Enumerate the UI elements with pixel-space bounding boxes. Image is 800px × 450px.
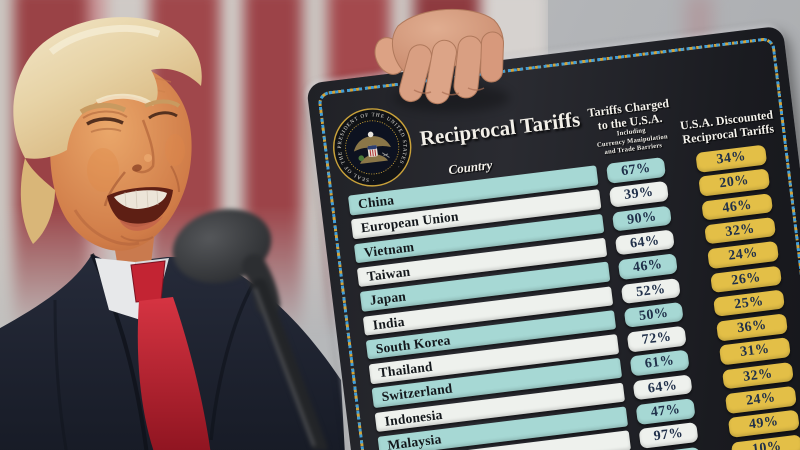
charged-cell: 50% bbox=[623, 301, 684, 329]
discounted-cell: 31% bbox=[719, 337, 791, 366]
suit-arm-crease bbox=[53, 299, 68, 450]
nose-shape bbox=[134, 119, 155, 174]
hair-highlight bbox=[48, 25, 161, 55]
finger-4 bbox=[480, 31, 504, 83]
hand-holding-board bbox=[374, 8, 510, 112]
charged-cell: 39% bbox=[608, 181, 669, 208]
charged-cell: 97% bbox=[638, 422, 699, 449]
mic-boom-arm bbox=[252, 278, 328, 450]
chin-crease bbox=[120, 235, 154, 242]
finger-3 bbox=[453, 35, 483, 99]
discounted-cell: 26% bbox=[710, 265, 782, 294]
cheek-blush bbox=[87, 148, 119, 192]
smile-fold-right bbox=[170, 165, 180, 193]
brow-right bbox=[144, 99, 181, 108]
tariff-board: · SEAL OF THE PRESIDENT OF THE UNITED ST… bbox=[306, 25, 800, 450]
discounted-cell: 46% bbox=[701, 192, 774, 221]
charged-cell: 72% bbox=[626, 325, 687, 353]
knuckle-creases bbox=[413, 87, 485, 96]
discounted-cell: 24% bbox=[724, 385, 797, 414]
charged-cell: 64% bbox=[632, 374, 693, 401]
cheek-blush-right bbox=[165, 134, 185, 166]
eye-shadow-left bbox=[82, 110, 128, 119]
microphone bbox=[172, 209, 328, 450]
brow-left bbox=[79, 102, 127, 115]
discounted-cell: 36% bbox=[716, 313, 788, 342]
mic-boom-highlight bbox=[253, 287, 316, 447]
discounted-cell: 25% bbox=[713, 289, 785, 318]
discounted-cell: 24% bbox=[707, 241, 780, 269]
eye-left bbox=[86, 117, 124, 126]
finger-2 bbox=[425, 39, 457, 105]
presidential-seal-icon: · SEAL OF THE PRESIDENT OF THE UNITED ST… bbox=[333, 108, 412, 187]
charged-cell: 61% bbox=[629, 349, 690, 377]
eye-right bbox=[148, 111, 178, 120]
charged-cell: 52% bbox=[620, 277, 681, 304]
discounted-cell: 34% bbox=[695, 144, 768, 173]
smile-fold-left bbox=[103, 171, 126, 207]
nostril-shadow bbox=[132, 164, 142, 172]
teeth-gaps bbox=[124, 189, 159, 209]
hair-wisp bbox=[95, 93, 153, 107]
eagle-icon bbox=[353, 131, 391, 164]
hair-shape bbox=[13, 17, 202, 159]
charged-cell: 90% bbox=[611, 205, 672, 232]
hair-back bbox=[20, 158, 55, 244]
jaw-shading bbox=[73, 209, 140, 246]
discounted-cell: 49% bbox=[727, 409, 800, 438]
charged-cell: 64% bbox=[614, 229, 675, 256]
trump-figure bbox=[0, 17, 345, 450]
tie-shape bbox=[137, 297, 211, 450]
finger-1 bbox=[398, 44, 433, 103]
discounted-cell: 32% bbox=[704, 216, 777, 245]
charged-cell: 46% bbox=[617, 253, 678, 280]
charged-cell: 47% bbox=[635, 398, 696, 425]
lower-lip bbox=[119, 216, 163, 231]
charged-cell: 67% bbox=[605, 156, 666, 184]
suit-lapel-line-right bbox=[209, 283, 255, 441]
discounted-cell: 32% bbox=[721, 361, 794, 390]
eye-bag-left bbox=[90, 127, 122, 133]
discounted-cell: 20% bbox=[698, 168, 771, 197]
nose-highlight bbox=[144, 154, 152, 162]
teeth-shape bbox=[114, 190, 167, 209]
